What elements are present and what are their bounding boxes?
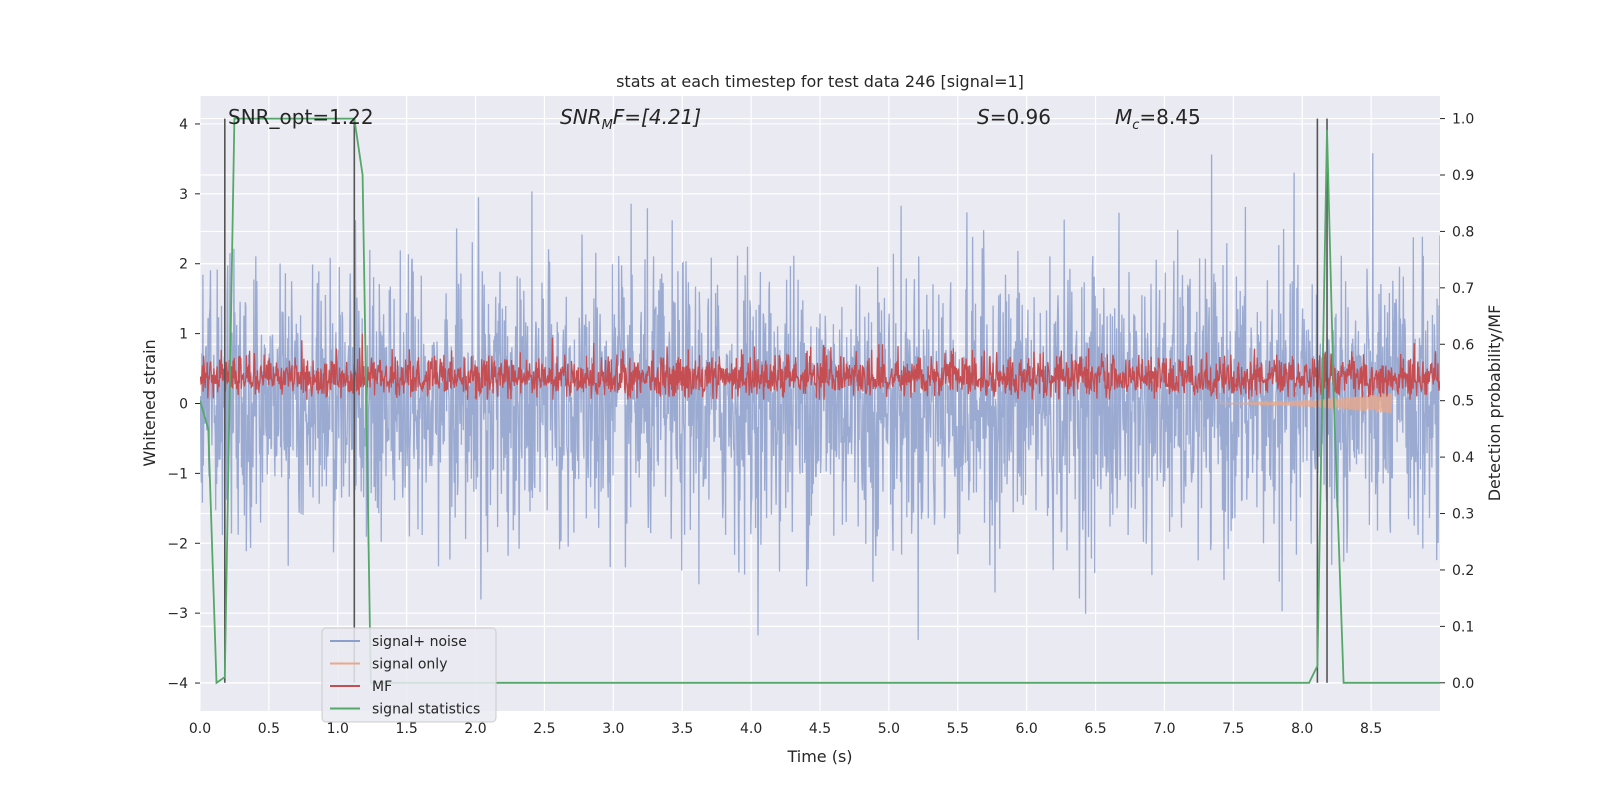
x-tick-label: 3.0 xyxy=(602,721,624,737)
x-tick-label: 6.0 xyxy=(1016,721,1038,737)
legend-label: signal only xyxy=(372,657,447,673)
y-tick-label: 4 xyxy=(179,117,188,133)
x-axis-label: Time (s) xyxy=(786,747,852,766)
legend-label: MF xyxy=(372,679,392,695)
y-right-tick-label: 0.2 xyxy=(1452,563,1474,579)
legend-box xyxy=(321,627,497,723)
x-tick-label: 2.5 xyxy=(533,721,555,737)
legend-label: signal statistics xyxy=(372,702,480,718)
legend: signal+ noise signal only MF signal statist… xyxy=(321,627,497,723)
x-tick-label: 1.0 xyxy=(327,721,349,737)
y-tick-label: −4 xyxy=(167,676,188,692)
annotation-spin: S=0.96 xyxy=(977,105,1051,129)
x-tick-label: 5.0 xyxy=(878,721,900,737)
x-tick-label: 1.5 xyxy=(396,721,418,737)
x-tick-label: 0.0 xyxy=(189,721,211,737)
y-tick-label: 0 xyxy=(179,397,188,413)
x-tick-label: 6.5 xyxy=(1084,721,1106,737)
y-tick-label: 2 xyxy=(179,257,188,273)
x-tick-label: 7.5 xyxy=(1222,721,1244,737)
annotation-snr-opt: SNR_opt=1.22 xyxy=(228,105,374,129)
y-right-tick-label: 0.5 xyxy=(1452,394,1474,410)
x-tick-label: 8.5 xyxy=(1360,721,1382,737)
annotation-snr-mf-sub: M xyxy=(602,118,613,133)
y-tick-label: 1 xyxy=(179,327,188,343)
x-tick-label: 3.5 xyxy=(671,721,693,737)
x-tick-label: 8.0 xyxy=(1291,721,1313,737)
x-tick-label: 4.0 xyxy=(740,721,762,737)
annotation-snr-mf: SNRMF=[4.21] xyxy=(560,105,701,133)
y-right-tick-label: 1.0 xyxy=(1452,112,1474,128)
chart-title: stats at each timestep for test data 246… xyxy=(616,72,1024,91)
legend-items: signal+ noise signal only MF signal statist… xyxy=(330,634,480,718)
y-tick-label: −3 xyxy=(167,606,188,622)
x-tick-label: 2.0 xyxy=(464,721,486,737)
y-tick-label: 3 xyxy=(179,187,188,203)
annotation-chirp-mass-base: M xyxy=(1115,105,1132,129)
annotation-snr-mf-rest: F=[4.21] xyxy=(613,105,701,129)
y-axis-right-label: Detection probability/MF xyxy=(1485,305,1504,502)
y-axis-label: Whitened strain xyxy=(140,339,159,466)
series-signal-noise-line xyxy=(200,153,1440,640)
y-tick-label: −1 xyxy=(167,466,188,482)
y-right-tick-label: 0.7 xyxy=(1452,281,1474,297)
annotation-chirp-mass-rest: =8.45 xyxy=(1139,105,1200,129)
series-signal-only-line xyxy=(1219,393,1393,414)
annotation-chirp-mass: Mc=8.45 xyxy=(1115,105,1201,133)
y-tick-label: −2 xyxy=(167,536,188,552)
y-right-tick-label: 0.0 xyxy=(1452,676,1474,692)
annotation-spin-base: S xyxy=(977,105,990,129)
series-mf-line xyxy=(200,333,1440,400)
data-layer xyxy=(200,117,1440,685)
vertical-markers xyxy=(224,118,1328,683)
y-right-tick-label: 0.9 xyxy=(1452,168,1474,184)
x-tick-label: 5.5 xyxy=(947,721,969,737)
annotation-snr-mf-base: SNR xyxy=(560,105,602,129)
y-right-tick-label: 0.1 xyxy=(1452,619,1474,635)
x-tick-label: 7.0 xyxy=(1153,721,1175,737)
x-tick-label: 0.5 xyxy=(258,721,280,737)
y-right-tick-label: 0.4 xyxy=(1452,450,1474,466)
legend-label: signal+ noise xyxy=(372,634,467,650)
y-right-tick-label: 0.3 xyxy=(1452,507,1474,523)
axis-ticks: 0.0 0.5 1.0 1.5 2.0 2.5 3.0 3.5 4.0 4.5 5.0 5.5 6.0 6… xyxy=(167,112,1474,737)
annotation-spin-rest: =0.96 xyxy=(990,105,1051,129)
y-right-tick-label: 0.8 xyxy=(1452,224,1474,240)
annotation-chirp-mass-sub: c xyxy=(1132,118,1139,133)
x-tick-label: 4.5 xyxy=(809,721,831,737)
y-right-tick-label: 0.6 xyxy=(1452,337,1474,353)
